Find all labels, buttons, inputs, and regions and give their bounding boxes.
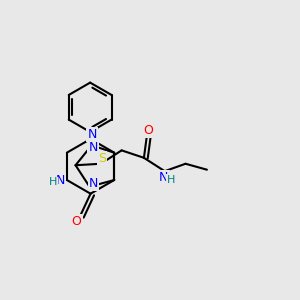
Text: H: H: [48, 177, 57, 188]
Text: N: N: [159, 171, 169, 184]
Text: N: N: [56, 173, 65, 187]
Text: S: S: [98, 152, 106, 166]
Text: O: O: [143, 124, 153, 137]
Text: N: N: [89, 177, 98, 190]
Text: H: H: [167, 175, 176, 185]
Text: O: O: [72, 215, 82, 228]
Text: N: N: [87, 128, 97, 141]
Text: N: N: [88, 141, 98, 154]
